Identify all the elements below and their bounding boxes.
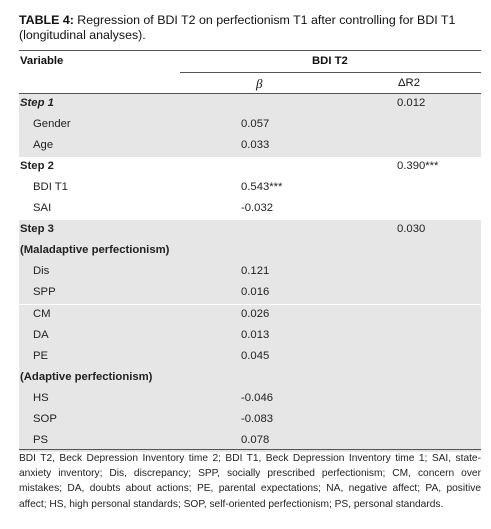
table-title: Regression of BDI T2 on perfectionism T1… (19, 13, 456, 42)
header-beta: β (256, 76, 263, 91)
beta-value: 0.543*** (241, 181, 283, 194)
row-label: PE (33, 349, 49, 362)
table-row: (Adaptive perfectionism) (19, 367, 481, 389)
table-row: BDI T1 0.543*** (19, 178, 481, 199)
header-bdi-t2: BDI T2 (312, 55, 348, 67)
table-caption: TABLE 4: Regression of BDI T2 on perfect… (19, 13, 481, 43)
table-row: CM 0.026 (19, 304, 481, 326)
table-row: HS -0.046 (19, 388, 481, 410)
row-label: PS (33, 433, 49, 446)
group-rule (180, 72, 481, 73)
row-label: Step 2 (20, 160, 54, 173)
beta-value: 0.026 (241, 307, 270, 320)
table-row: SPP 0.016 (19, 283, 481, 305)
beta-value: 0.057 (241, 118, 270, 131)
table-row: Step 1 0.012 (19, 94, 481, 115)
table-footnote: BDI T2, Beck Depression Inventory time 2… (19, 453, 481, 510)
delta-r2-value: 0.390*** (397, 160, 439, 173)
table-row: Step 2 0.390*** (19, 157, 481, 178)
table-row: SOP -0.083 (19, 409, 481, 431)
row-label: SOP (33, 412, 57, 425)
row-label: Step 3 (20, 223, 54, 236)
row-label: CM (33, 307, 51, 320)
bottom-rule (19, 449, 481, 450)
table-row: (Maladaptive perfectionism) (19, 241, 481, 263)
beta-value: 0.013 (241, 328, 270, 341)
header-variable: Variable (20, 55, 64, 67)
table-row: SAI -0.032 (19, 199, 481, 220)
table-row: DA 0.013 (19, 325, 481, 347)
top-rule (19, 50, 481, 51)
table-row: PS 0.078 (19, 430, 481, 452)
row-label: Dis (33, 265, 50, 278)
table-row: Step 3 0.030 (19, 220, 481, 242)
row-label: DA (33, 328, 49, 341)
beta-value: -0.083 (241, 412, 274, 425)
beta-value: 0.045 (241, 349, 270, 362)
beta-value: -0.032 (241, 202, 274, 215)
beta-value: 0.033 (241, 139, 270, 152)
row-label: BDI T1 (33, 181, 68, 194)
row-label: Age (33, 139, 54, 152)
beta-value: 0.078 (241, 433, 270, 446)
header-bottom-rule (19, 93, 481, 94)
table-row: Dis 0.121 (19, 262, 481, 284)
row-label: SPP (33, 286, 56, 299)
header-delta-r2: ΔR2 (398, 77, 420, 89)
row-label: SAI (33, 202, 52, 215)
row-label: (Maladaptive perfectionism) (20, 244, 170, 257)
beta-value: 0.121 (241, 265, 270, 278)
delta-r2-value: 0.012 (397, 97, 426, 109)
row-label: HS (33, 391, 49, 404)
table-row: PE 0.045 (19, 346, 481, 368)
beta-value: -0.046 (241, 391, 274, 404)
table-row: Age 0.033 (19, 136, 481, 158)
row-label: Gender (33, 118, 71, 131)
delta-r2-value: 0.030 (397, 223, 426, 236)
row-label: (Adaptive perfectionism) (20, 370, 153, 383)
beta-value: 0.016 (241, 286, 270, 299)
table-label: TABLE 4: (19, 13, 74, 27)
table-row: Gender 0.057 (19, 115, 481, 137)
row-label: Step 1 (20, 97, 54, 109)
